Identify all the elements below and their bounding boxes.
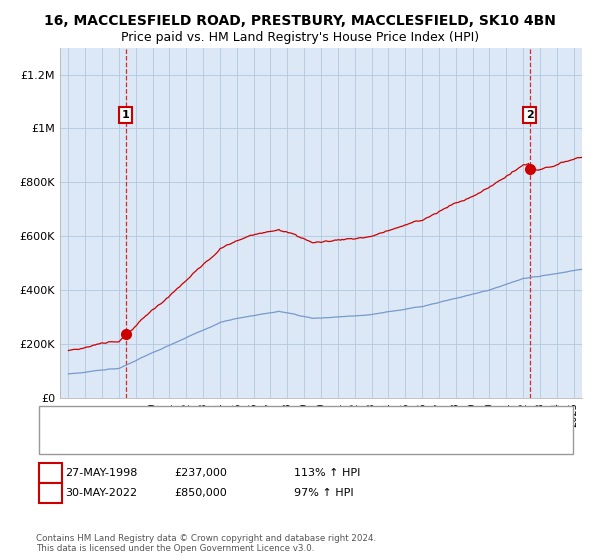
Text: 97% ↑ HPI: 97% ↑ HPI	[294, 488, 353, 498]
Text: HPI: Average price, detached house, Cheshire East: HPI: Average price, detached house, Ches…	[73, 435, 321, 445]
Text: 2: 2	[526, 110, 533, 120]
Text: 30-MAY-2022: 30-MAY-2022	[65, 488, 137, 498]
Text: 16, MACCLESFIELD ROAD, PRESTBURY, MACCLESFIELD, SK10 4BN: 16, MACCLESFIELD ROAD, PRESTBURY, MACCLE…	[44, 14, 556, 28]
Text: £237,000: £237,000	[174, 468, 227, 478]
Text: 2: 2	[47, 488, 54, 498]
Text: 27-MAY-1998: 27-MAY-1998	[65, 468, 137, 478]
Text: Contains HM Land Registry data © Crown copyright and database right 2024.
This d: Contains HM Land Registry data © Crown c…	[36, 534, 376, 553]
Text: 16, MACCLESFIELD ROAD, PRESTBURY, MACCLESFIELD, SK10 4BN (detached house): 16, MACCLESFIELD ROAD, PRESTBURY, MACCLE…	[73, 416, 484, 426]
Text: 1: 1	[122, 110, 130, 120]
Text: Price paid vs. HM Land Registry's House Price Index (HPI): Price paid vs. HM Land Registry's House …	[121, 31, 479, 44]
Text: 113% ↑ HPI: 113% ↑ HPI	[294, 468, 361, 478]
Text: 1: 1	[47, 468, 54, 478]
Text: £850,000: £850,000	[174, 488, 227, 498]
